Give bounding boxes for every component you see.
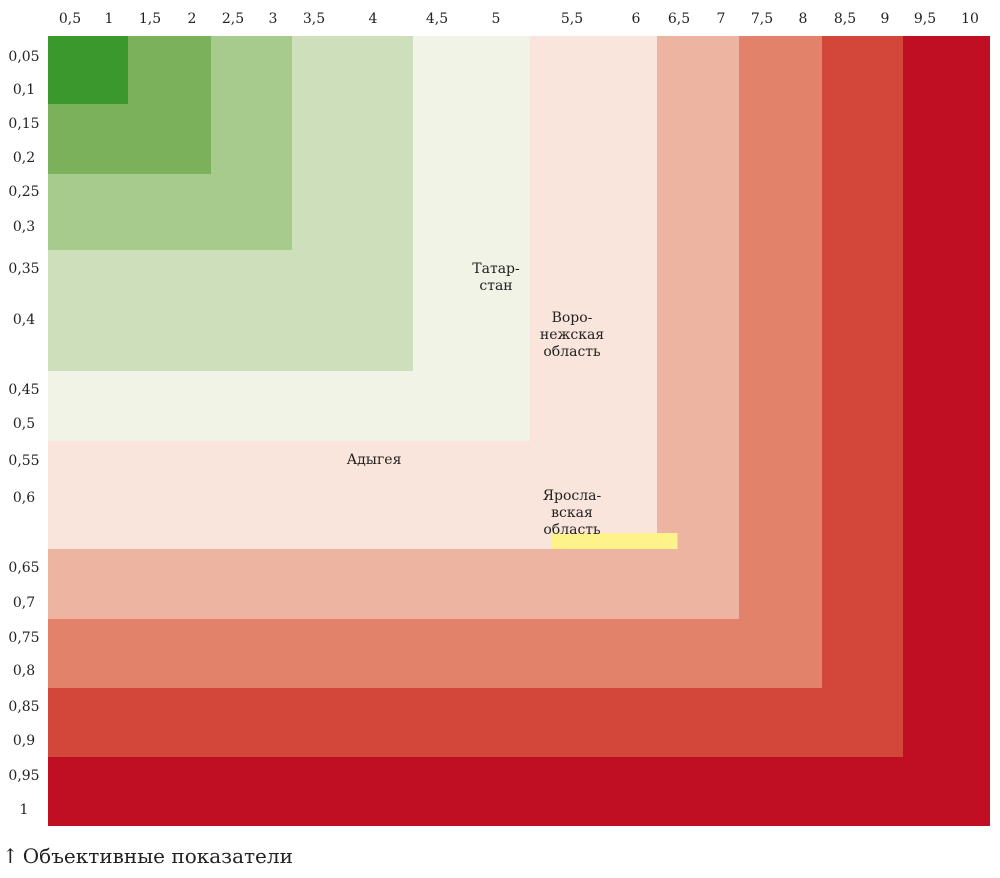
region-label-line: область xyxy=(543,344,601,360)
x-tick-label: 0,5 xyxy=(59,11,81,27)
x-tick-label: 4 xyxy=(369,11,378,27)
region-label-line: Адыгея xyxy=(347,452,402,468)
y-tick-label: 0,05 xyxy=(8,49,39,65)
y-tick-label: 0,65 xyxy=(8,560,39,576)
region-label-line: Яросла- xyxy=(543,488,602,504)
x-tick-label: 6,5 xyxy=(668,11,690,27)
region-label-line: нежская xyxy=(540,327,604,343)
region-label: Адыгея xyxy=(347,452,402,468)
y-tick-label: 0,7 xyxy=(13,595,35,611)
x-tick-label: 5,5 xyxy=(561,11,583,27)
y-tick-label: 0,25 xyxy=(8,184,39,200)
heatmap-chart: 0,5 1 1,5 2 2,5 3 3,5 4 4,5 5 5,5 6 6,5 7 7,5 8 8,5 9 9,5 1… xyxy=(8,11,990,826)
x-tick-label: 9,5 xyxy=(914,11,936,27)
region-label-line: Воро- xyxy=(552,310,593,326)
x-tick-label: 1 xyxy=(105,11,114,27)
y-axis-ticks: 0,05 0,1 0,15 0,2 0,25 0,3 0,35 0,4 0,45 0,5 0,55 0… xyxy=(8,49,39,818)
region-label-line: Татар- xyxy=(472,261,520,277)
x-tick-label: 3 xyxy=(269,11,278,27)
x-tick-label: 3,5 xyxy=(303,11,325,27)
highlight-layer xyxy=(551,533,678,549)
x-tick-label: 10 xyxy=(961,11,979,27)
zone-rect-9 xyxy=(48,36,128,104)
y-tick-label: 0,3 xyxy=(13,219,35,235)
x-tick-label: 6 xyxy=(632,11,641,27)
y-tick-label: 0,15 xyxy=(8,116,39,132)
y-tick-label: 0,4 xyxy=(13,312,35,328)
x-tick-label: 8 xyxy=(799,11,808,27)
footer-text: Объективные показатели xyxy=(22,844,293,868)
y-tick-label: 1 xyxy=(20,802,29,818)
arrow-up-icon: ↑ xyxy=(2,844,19,868)
region-label-line: область xyxy=(543,522,601,538)
y-tick-label: 0,8 xyxy=(13,663,35,679)
x-axis-ticks: 0,5 1 1,5 2 2,5 3 3,5 4 4,5 5 5,5 6 6,5 7 7,5 8 8,5 9 9,5 1… xyxy=(59,11,979,27)
x-tick-label: 5 xyxy=(492,11,501,27)
x-tick-label: 8,5 xyxy=(834,11,856,27)
zones-layer xyxy=(48,36,990,826)
y-tick-label: 0,2 xyxy=(13,150,35,166)
y-tick-label: 0,45 xyxy=(8,382,39,398)
x-tick-label: 7,5 xyxy=(751,11,773,27)
region-label: Татар-стан xyxy=(472,261,520,294)
x-tick-label: 2 xyxy=(188,11,197,27)
x-tick-label: 4,5 xyxy=(426,11,448,27)
highlight-cell xyxy=(551,533,678,549)
region-label: Яросла-вская область xyxy=(543,488,602,538)
region-label-line: вская xyxy=(551,505,593,521)
y-tick-label: 0,95 xyxy=(8,768,39,784)
y-tick-label: 0,55 xyxy=(8,453,39,469)
x-tick-label: 9 xyxy=(881,11,890,27)
y-tick-label: 0,85 xyxy=(8,699,39,715)
region-label-line: стан xyxy=(479,278,512,294)
region-label: Воро-нежская область xyxy=(540,310,604,360)
x-tick-label: 7 xyxy=(717,11,726,27)
x-tick-label: 1,5 xyxy=(139,11,161,27)
footer-caption: ↑ Объективные показатели xyxy=(2,844,293,868)
y-tick-label: 0,5 xyxy=(13,416,35,432)
y-tick-label: 0,75 xyxy=(8,630,39,646)
y-tick-label: 0,1 xyxy=(13,82,35,98)
y-tick-label: 0,9 xyxy=(13,733,35,749)
y-tick-label: 0,35 xyxy=(8,261,39,277)
y-tick-label: 0,6 xyxy=(13,490,35,506)
x-tick-label: 2,5 xyxy=(222,11,244,27)
